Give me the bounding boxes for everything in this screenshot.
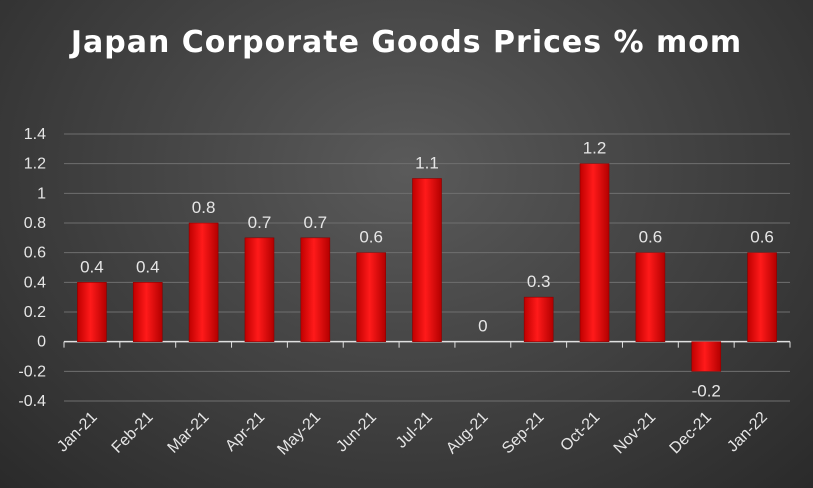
data-label: -0.2 bbox=[692, 381, 721, 400]
data-label: 0 bbox=[478, 317, 487, 336]
y-tick-label: 1.2 bbox=[24, 156, 46, 173]
category-label: Jan-22 bbox=[724, 409, 771, 456]
chart-title: Japan Corporate Goods Prices % mom bbox=[70, 25, 743, 60]
bar-feb-21 bbox=[132, 282, 163, 342]
data-label: 0.7 bbox=[303, 213, 327, 232]
data-label: 0.4 bbox=[80, 257, 104, 276]
category-label: Oct-21 bbox=[557, 409, 603, 455]
y-tick-label: 0.2 bbox=[24, 304, 46, 321]
bar-oct-21 bbox=[579, 163, 610, 342]
bar-sep-21 bbox=[523, 296, 554, 342]
y-tick-label: 0.4 bbox=[24, 274, 46, 291]
y-tick-label: -0.2 bbox=[18, 363, 46, 380]
y-tick-label: 0.8 bbox=[24, 215, 46, 232]
category-label: Feb-21 bbox=[109, 409, 157, 457]
category-label: May-21 bbox=[274, 409, 324, 459]
bar-jul-21 bbox=[412, 178, 442, 342]
category-label: Dec-21 bbox=[667, 409, 716, 458]
y-tick-label: 0 bbox=[37, 334, 46, 351]
data-label: 0.6 bbox=[750, 228, 774, 247]
y-tick-label: -0.4 bbox=[18, 393, 46, 410]
bar-apr-21 bbox=[244, 237, 275, 342]
data-label: 1.2 bbox=[583, 139, 607, 158]
data-label: 0.3 bbox=[527, 272, 551, 291]
data-label: 0.8 bbox=[192, 198, 216, 217]
bar-nov-21 bbox=[635, 252, 666, 342]
category-label: Mar-21 bbox=[165, 409, 213, 457]
bar-may-21 bbox=[300, 237, 331, 342]
y-tick-label: 0.6 bbox=[24, 245, 46, 262]
category-label: Apr-21 bbox=[222, 409, 268, 455]
data-label: 1.1 bbox=[415, 154, 439, 173]
bar-jan-21 bbox=[77, 282, 107, 342]
bar-dec-21 bbox=[691, 341, 722, 372]
category-label: Jun-21 bbox=[333, 409, 380, 456]
y-tick-label: 1 bbox=[37, 185, 46, 202]
category-label: Jan-21 bbox=[54, 409, 101, 456]
bar-mar-21 bbox=[188, 222, 219, 342]
y-tick-label: 1.4 bbox=[24, 126, 46, 143]
data-label: 0.4 bbox=[136, 257, 160, 276]
category-label: Sep-21 bbox=[499, 409, 548, 458]
category-label: Aug-21 bbox=[443, 409, 492, 458]
bars bbox=[77, 163, 777, 372]
data-label: 0.6 bbox=[359, 228, 383, 247]
category-label: Jul-21 bbox=[393, 409, 436, 452]
data-label: 0.7 bbox=[248, 213, 272, 232]
bar-jun-21 bbox=[356, 252, 386, 342]
bar-jan-22 bbox=[747, 252, 777, 342]
category-label: Nov-21 bbox=[611, 409, 660, 458]
data-label: 0.6 bbox=[639, 228, 663, 247]
